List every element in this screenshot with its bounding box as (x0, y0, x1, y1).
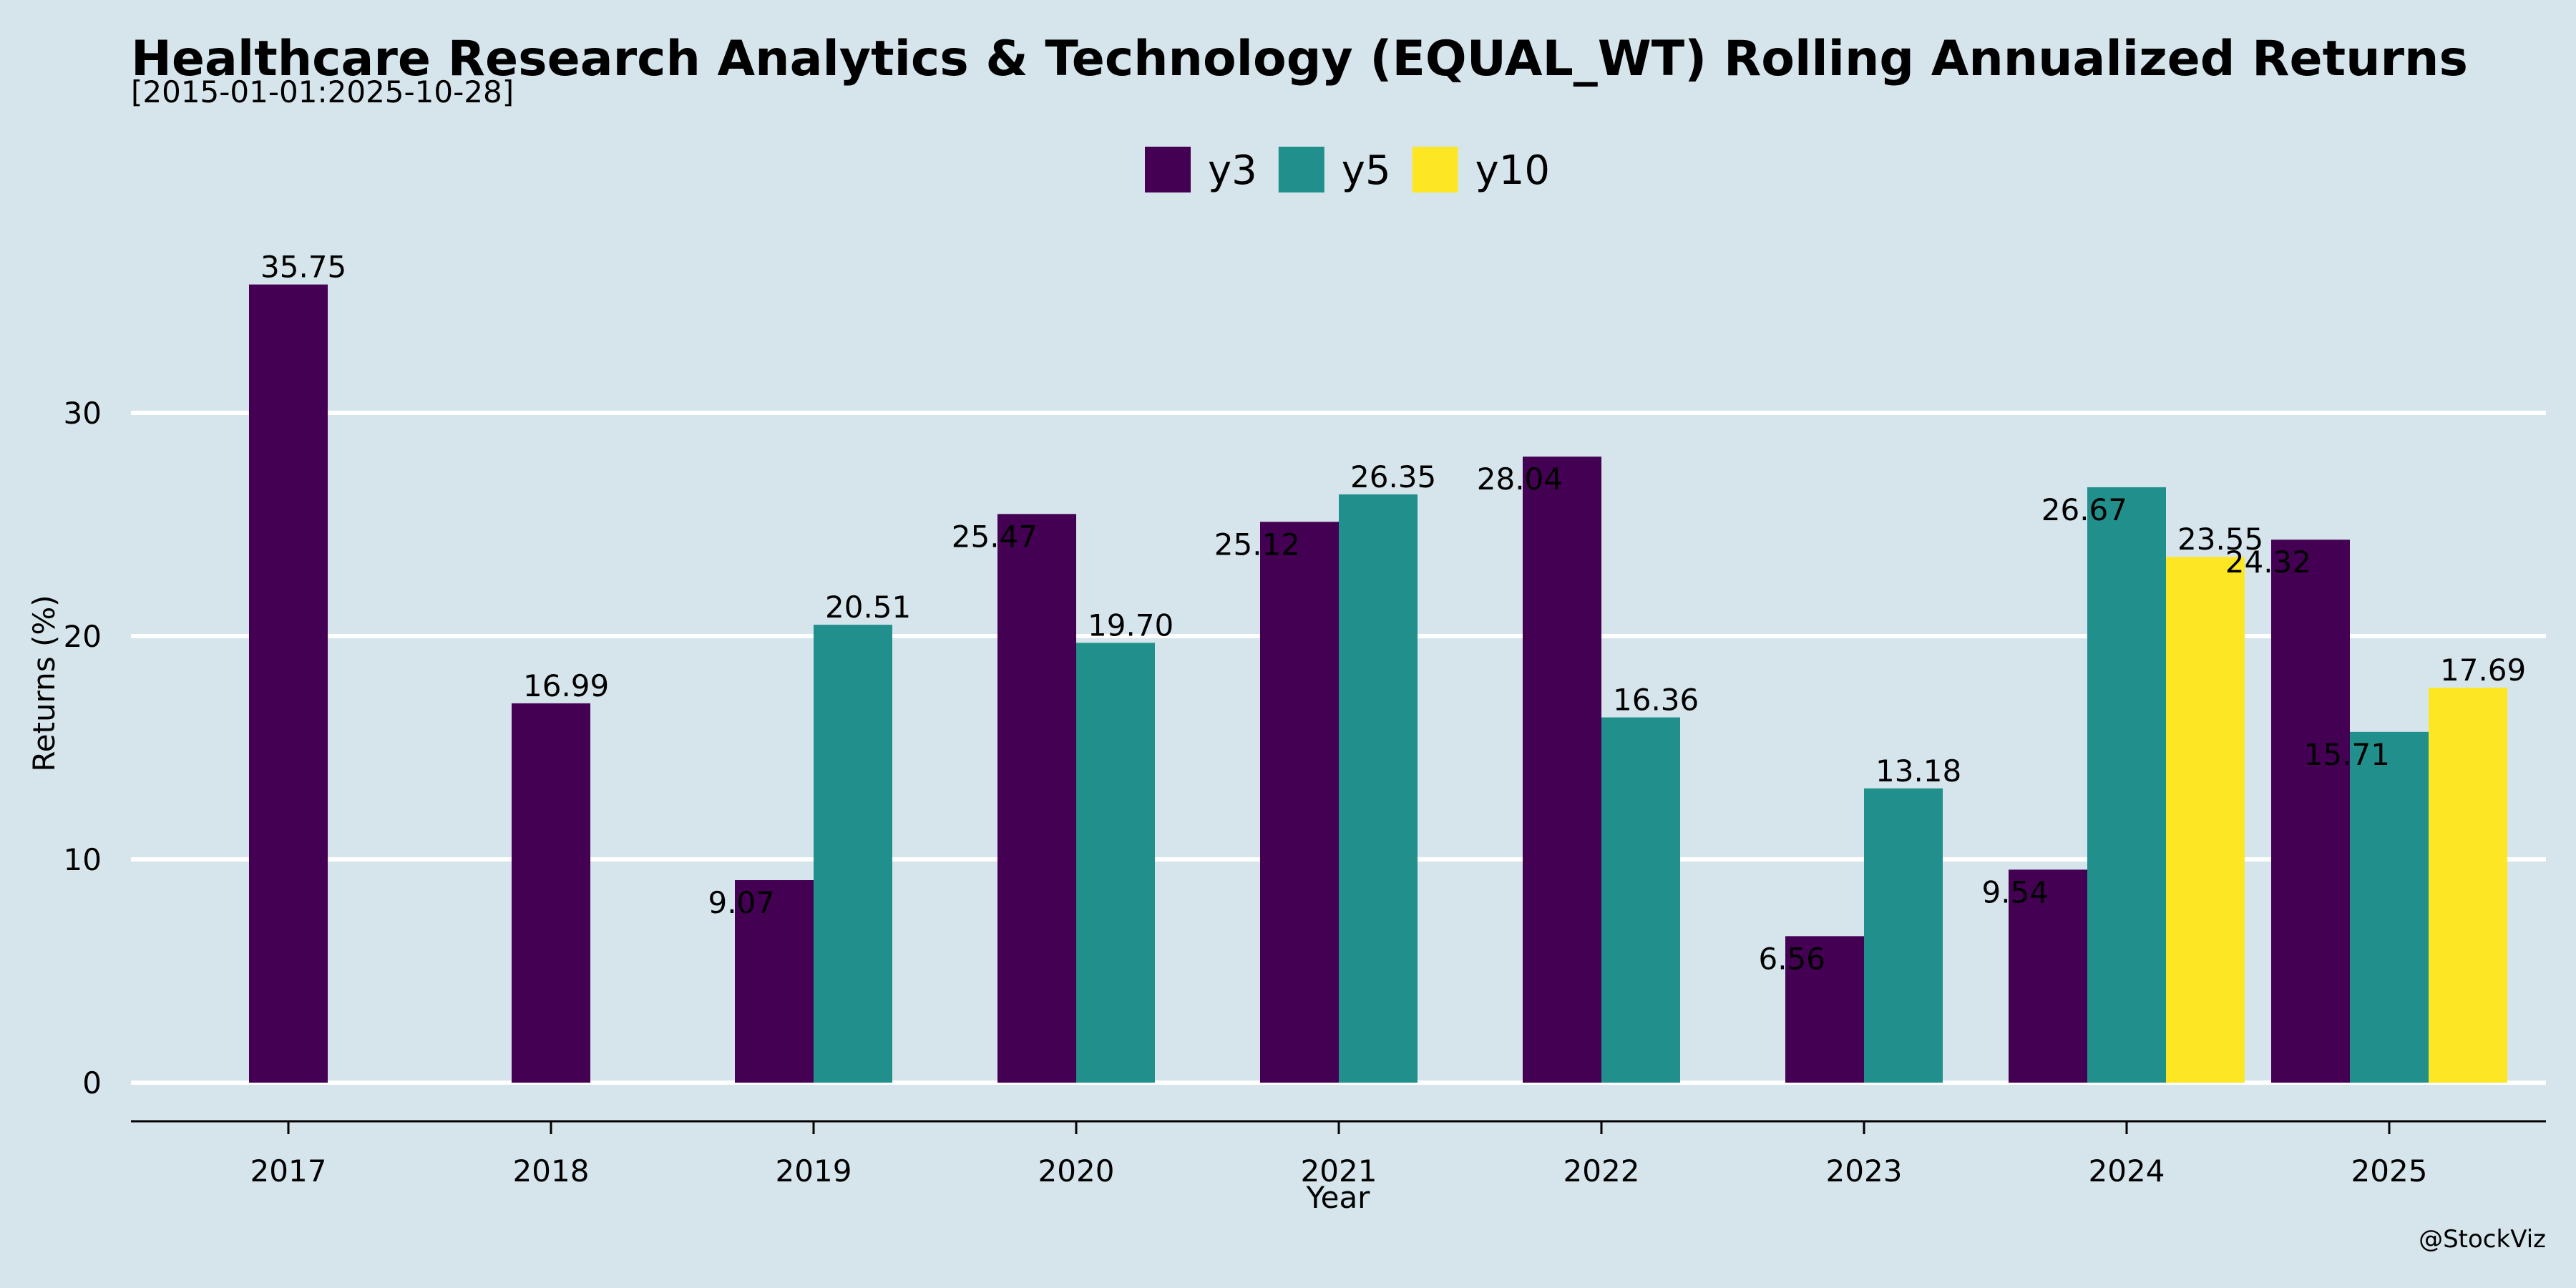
x-tick-label-2022: 2022 (1563, 1153, 1640, 1189)
x-tick-label-2023: 2023 (1826, 1153, 1903, 1189)
x-tick-label-2021: 2021 (1301, 1153, 1377, 1189)
y-axis-ticks: 0 10 20 30 (64, 396, 102, 1101)
data-label-y10-2025: 17.69 (2440, 653, 2526, 688)
legend-swatch-y3 (1145, 147, 1191, 192)
legend-label-y10: y10 (1475, 147, 1550, 194)
chart-title: Healthcare Research Analytics & Technolo… (131, 31, 2468, 87)
legend-label-y3: y3 (1208, 147, 1257, 194)
data-label-y3-2024: 9.54 (1981, 874, 2049, 909)
x-axis-label: Year (1306, 1180, 1371, 1215)
data-labels: 35.75 16.99 9.07 20.51 25.47 19.70 25.12 26.35 2… (260, 250, 2526, 977)
y-tick-label-30: 30 (64, 396, 102, 431)
data-label-y5-2019: 20.51 (825, 590, 911, 625)
y-tick-label-20: 20 (64, 619, 102, 654)
x-axis: 2017 2018 2019 2020 2021 2022 2023 2024 2025 (131, 1120, 2546, 1189)
x-tick-label-2024: 2024 (2089, 1153, 2165, 1189)
bar-y5-2024 (2087, 487, 2166, 1083)
bar-y3-2019 (735, 880, 814, 1083)
data-label-y3-2020: 25.47 (952, 519, 1038, 554)
x-tick-label-2018: 2018 (513, 1153, 590, 1189)
bar-y5-2022 (1601, 717, 1680, 1083)
bar-y3-2023 (1785, 936, 1864, 1083)
bar-y10-2025 (2429, 688, 2507, 1083)
legend-label-y5: y5 (1342, 147, 1391, 194)
data-label-y5-2022: 16.36 (1613, 683, 1699, 718)
bar-y3-2020 (997, 514, 1076, 1083)
data-label-y10-2024: 23.55 (2177, 522, 2263, 557)
legend-swatch-y10 (1412, 147, 1458, 192)
y-tick-label-10: 10 (64, 842, 102, 877)
bar-y3-2022 (1523, 457, 1601, 1083)
legend: y3 y5 y10 (1145, 147, 1550, 194)
data-label-y5-2020: 19.70 (1088, 608, 1174, 643)
bar-y3-2018 (512, 703, 590, 1083)
bar-y3-2024 (2009, 869, 2087, 1083)
bar-y3-2017 (249, 284, 328, 1083)
data-label-y3-2017: 35.75 (260, 250, 346, 285)
chart-subtitle: [2015-01-01:2025-10-28] (131, 74, 514, 109)
y-tick-label-0: 0 (82, 1065, 102, 1101)
data-label-y5-2023: 13.18 (1875, 753, 1961, 789)
data-label-y3-2025: 24.32 (2225, 545, 2311, 580)
credit-label: @StockViz (2419, 1225, 2546, 1254)
bar-y5-2021 (1339, 494, 1418, 1083)
bar-y5-2023 (1864, 788, 1943, 1083)
bar-y3-2021 (1260, 522, 1339, 1083)
bar-y5-2020 (1076, 643, 1155, 1083)
bars (249, 284, 2507, 1083)
data-label-y3-2023: 6.56 (1758, 941, 1825, 976)
data-label-y3-2021: 25.12 (1214, 527, 1300, 562)
bar-y5-2019 (814, 625, 892, 1083)
data-label-y3-2022: 28.04 (1477, 462, 1563, 497)
y-axis-label: Returns (%) (26, 595, 62, 771)
bar-y10-2024 (2166, 557, 2245, 1083)
data-label-y5-2025: 15.71 (2304, 737, 2390, 772)
x-tick-label-2020: 2020 (1038, 1153, 1115, 1189)
x-tick-label-2025: 2025 (2351, 1153, 2428, 1189)
x-tick-label-2019: 2019 (776, 1153, 852, 1189)
data-label-y3-2018: 16.99 (523, 668, 609, 703)
x-tick-label-2017: 2017 (250, 1153, 327, 1189)
bar-y5-2025 (2350, 731, 2429, 1083)
data-label-y5-2021: 26.35 (1350, 459, 1436, 494)
bar-y3-2025 (2271, 540, 2350, 1083)
legend-swatch-y5 (1278, 147, 1324, 192)
data-label-y5-2024: 26.67 (2041, 492, 2127, 527)
data-label-y3-2019: 9.07 (708, 885, 775, 920)
